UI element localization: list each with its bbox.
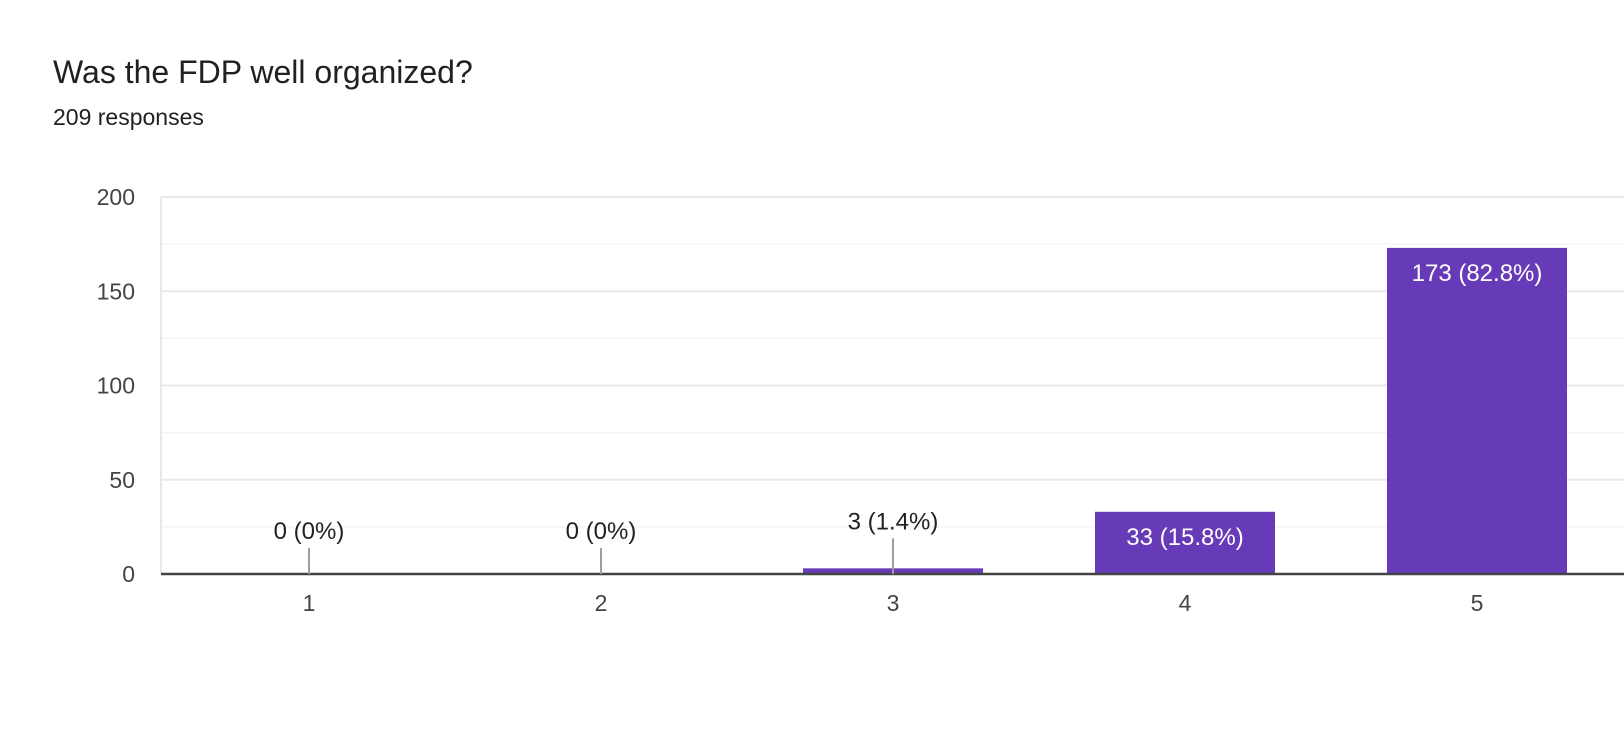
x-tick-label: 5	[1471, 590, 1484, 616]
x-tick-label: 2	[595, 590, 608, 616]
response-count: 209 responses	[53, 104, 204, 130]
data-label: 173 (82.8%)	[1412, 260, 1543, 287]
y-tick-label: 150	[97, 278, 135, 304]
x-axis-ticks: 1 2 3 4 5	[303, 590, 1484, 616]
y-tick-label: 100	[97, 373, 135, 399]
x-tick-label: 4	[1179, 590, 1192, 616]
y-tick-label: 0	[122, 561, 135, 587]
x-tick-label: 1	[303, 590, 316, 616]
y-tick-label: 50	[109, 467, 135, 493]
data-labels: 0 (0%) 0 (0%) 3 (1.4%) 33 (15.8%) 173 (82.8%…	[274, 260, 1543, 574]
y-axis-ticks: 0 50 100 150 200	[97, 184, 135, 587]
grid-lines	[160, 196, 1624, 574]
x-tick-label: 3	[887, 590, 900, 616]
bar-5[interactable]	[1387, 247, 1567, 574]
chart-title: Was the FDP well organized?	[53, 54, 473, 90]
data-label: 0 (0%)	[274, 518, 345, 545]
data-label: 33 (15.8%)	[1126, 524, 1243, 551]
data-label: 3 (1.4%)	[848, 508, 939, 535]
bars	[803, 247, 1567, 574]
bar-4[interactable]	[1095, 511, 1275, 574]
data-label: 0 (0%)	[566, 518, 637, 545]
y-tick-label: 200	[97, 184, 135, 210]
